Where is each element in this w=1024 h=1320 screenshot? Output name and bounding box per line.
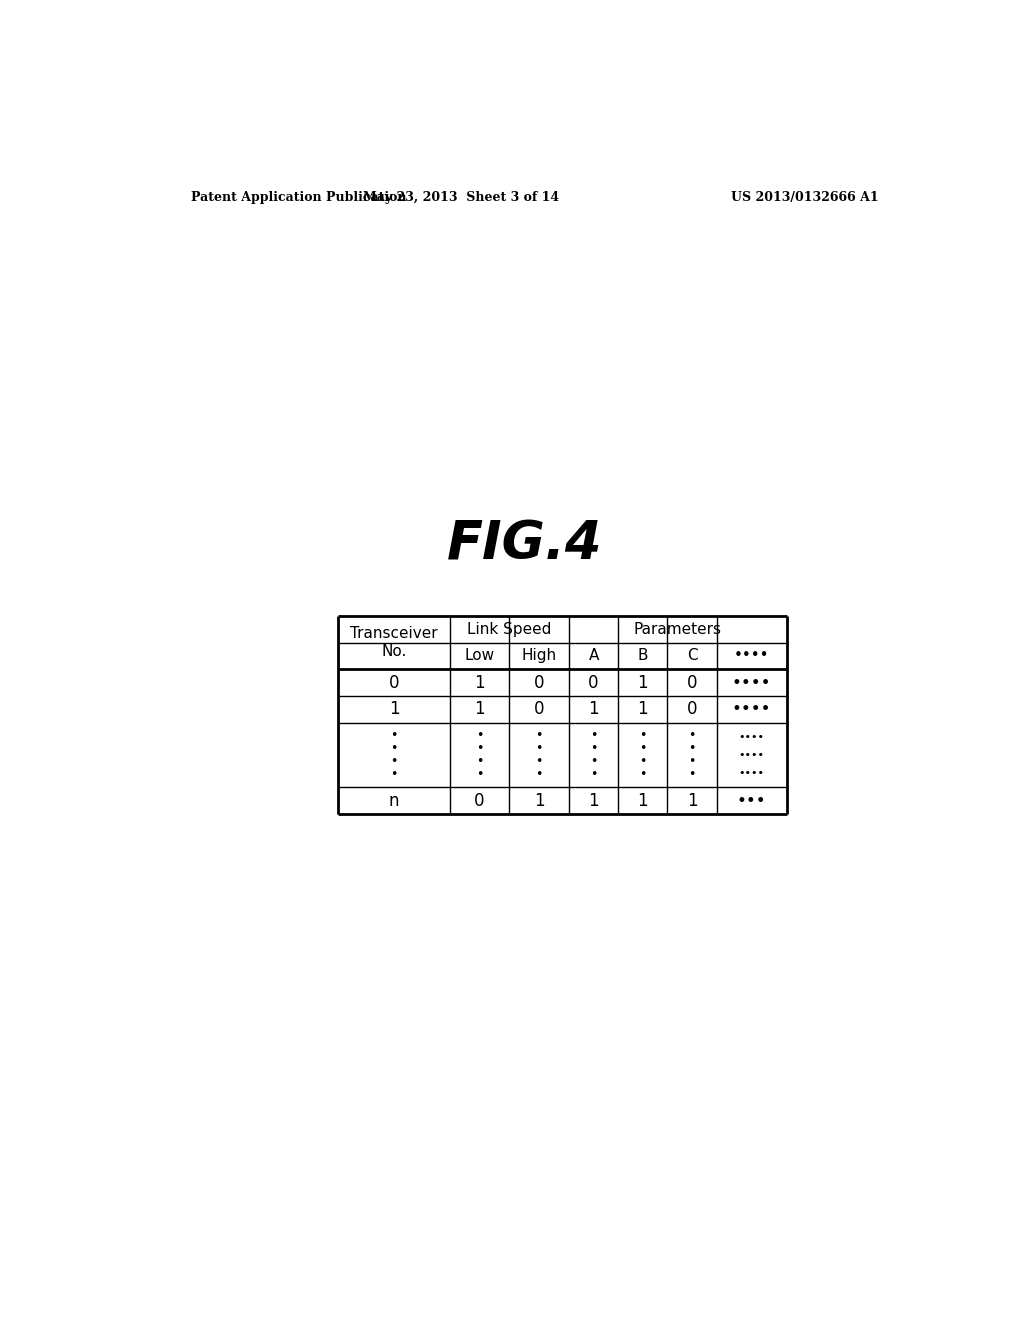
Text: •: • — [476, 729, 483, 742]
Text: •: • — [688, 742, 695, 755]
Text: 1: 1 — [588, 701, 599, 718]
Text: 0: 0 — [389, 673, 399, 692]
Text: •: • — [390, 729, 397, 742]
Text: •••: ••• — [737, 792, 767, 809]
Text: •: • — [476, 755, 483, 768]
Text: 1: 1 — [588, 792, 599, 809]
Text: •: • — [390, 742, 397, 755]
Text: •: • — [639, 729, 646, 742]
Text: •: • — [476, 768, 483, 781]
Text: 1: 1 — [638, 701, 648, 718]
Text: •: • — [536, 768, 543, 781]
Text: 1: 1 — [638, 673, 648, 692]
Text: US 2013/0132666 A1: US 2013/0132666 A1 — [731, 190, 879, 203]
Text: ••••: •••• — [732, 701, 771, 718]
Text: 0: 0 — [474, 792, 484, 809]
Text: Transceiver
No.: Transceiver No. — [350, 626, 438, 659]
Text: 0: 0 — [534, 701, 545, 718]
Text: •: • — [590, 729, 597, 742]
Text: •: • — [390, 768, 397, 781]
Text: Patent Application Publication: Patent Application Publication — [191, 190, 407, 203]
Text: 0: 0 — [687, 701, 697, 718]
Text: n: n — [389, 792, 399, 809]
Text: •: • — [536, 729, 543, 742]
Text: May 23, 2013  Sheet 3 of 14: May 23, 2013 Sheet 3 of 14 — [364, 190, 559, 203]
Text: Link Speed: Link Speed — [467, 622, 552, 636]
Text: 0: 0 — [534, 673, 545, 692]
Text: •: • — [590, 755, 597, 768]
Text: A: A — [589, 648, 599, 664]
Text: •: • — [476, 742, 483, 755]
Text: 0: 0 — [589, 673, 599, 692]
Text: •: • — [590, 742, 597, 755]
Text: C: C — [687, 648, 697, 664]
Text: 1: 1 — [389, 701, 399, 718]
Text: ••••: •••• — [738, 733, 765, 742]
Text: •: • — [688, 729, 695, 742]
Text: •: • — [536, 742, 543, 755]
Text: •: • — [639, 768, 646, 781]
Text: 1: 1 — [474, 701, 485, 718]
Text: ••••: •••• — [738, 768, 765, 777]
Text: 1: 1 — [534, 792, 545, 809]
Text: High: High — [521, 648, 557, 664]
Text: Low: Low — [465, 648, 495, 664]
Text: B: B — [638, 648, 648, 664]
Text: •: • — [590, 768, 597, 781]
Text: •: • — [688, 768, 695, 781]
Text: 1: 1 — [687, 792, 697, 809]
Text: •: • — [688, 755, 695, 768]
Text: ••••: •••• — [734, 648, 769, 664]
Text: •: • — [639, 742, 646, 755]
Text: 0: 0 — [687, 673, 697, 692]
Text: •: • — [639, 755, 646, 768]
Text: 1: 1 — [474, 673, 485, 692]
Text: FIG.4: FIG.4 — [447, 519, 602, 570]
Text: ••••: •••• — [738, 750, 765, 760]
Text: ••••: •••• — [732, 673, 771, 692]
Text: •: • — [536, 755, 543, 768]
Text: •: • — [390, 755, 397, 768]
Text: Parameters: Parameters — [634, 622, 722, 636]
Text: 1: 1 — [638, 792, 648, 809]
